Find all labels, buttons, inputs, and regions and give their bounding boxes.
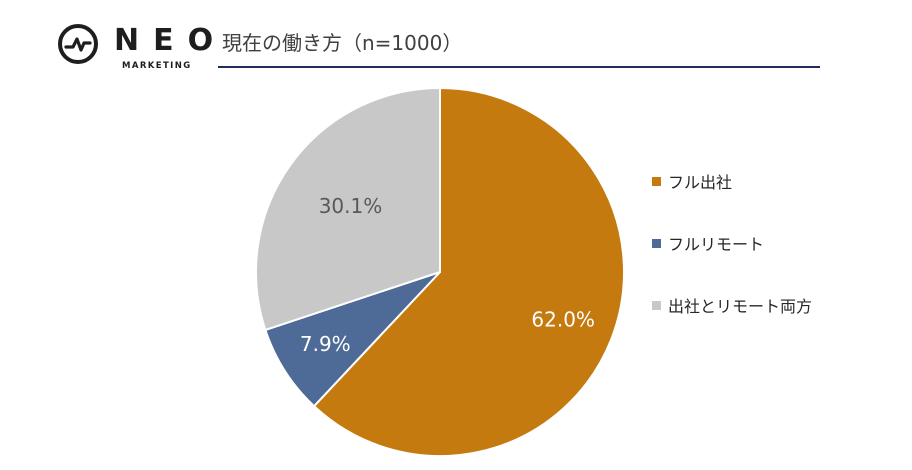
pie-labels: 62.0% 7.9% 30.1% [300,194,595,356]
page-title: 現在の働き方（n=1000） [222,31,463,55]
pie-slices [255,86,625,457]
legend-swatch [652,176,661,186]
legend-label: フルリモート [668,235,765,254]
title-underline [218,66,820,68]
legend-swatch [652,300,661,310]
legend-item-full-office: フル出社 [652,170,812,192]
legend-label: フル出社 [668,173,733,192]
slice-full-remote [264,271,441,408]
legend-label: 出社とリモート両方 [668,297,813,316]
legend-item-hybrid: 出社とリモート両方 [652,294,812,316]
legend-swatch [652,238,661,248]
logo-wordmark: NEO [114,23,228,58]
slice-label-full-remote: 7.9% [300,332,351,356]
slice-label-full-office: 62.0% [531,307,595,331]
pulse-icon [58,24,98,64]
chart-legend: フル出社 フルリモート 出社とリモート両方 [652,170,812,356]
legend-item-full-remote: フルリモート [652,232,812,254]
slice-full-office [312,86,625,457]
neo-marketing-logo: NEO MARKETING [58,24,218,76]
logo-subtitle: MARKETING [122,61,192,71]
slice-hybrid [255,86,441,332]
slice-label-hybrid: 30.1% [319,194,383,218]
